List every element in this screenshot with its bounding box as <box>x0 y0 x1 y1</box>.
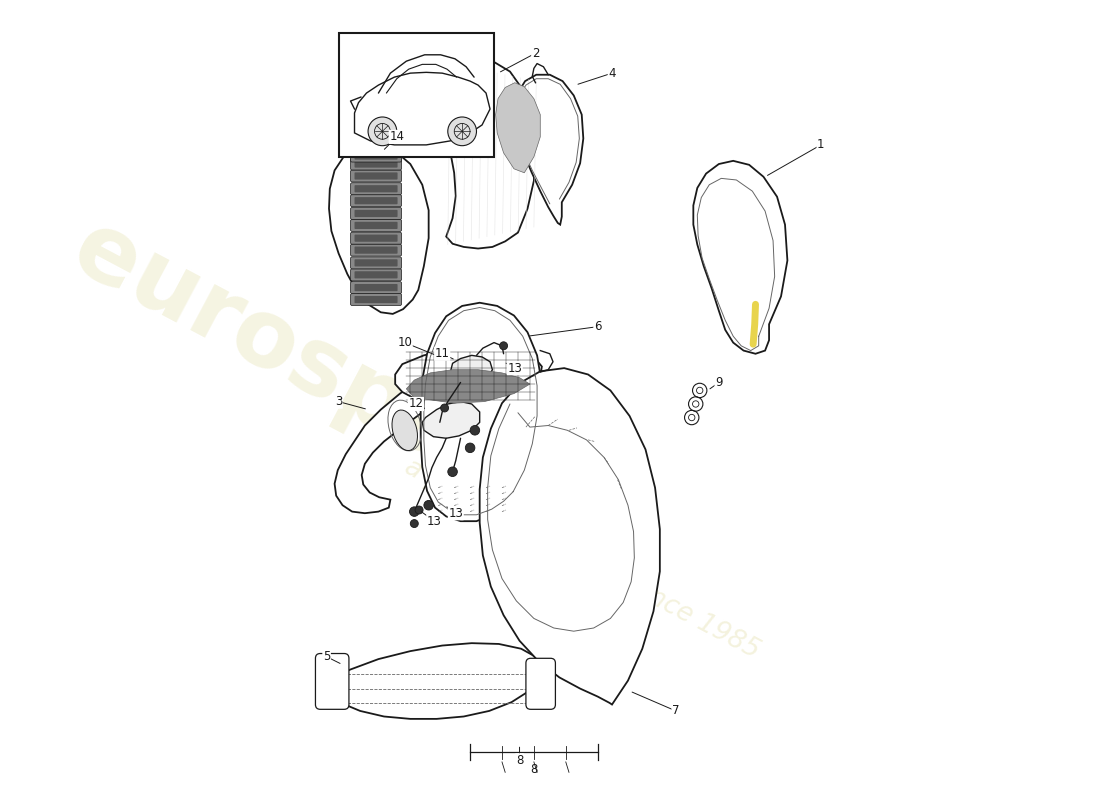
Polygon shape <box>334 374 447 514</box>
Text: 3: 3 <box>334 395 342 408</box>
Text: 8: 8 <box>530 763 538 777</box>
Circle shape <box>470 426 480 435</box>
Circle shape <box>448 117 476 146</box>
Text: 13: 13 <box>507 362 522 374</box>
Circle shape <box>415 506 424 514</box>
FancyBboxPatch shape <box>351 158 402 170</box>
Polygon shape <box>444 60 536 249</box>
Text: 12: 12 <box>408 398 424 410</box>
FancyBboxPatch shape <box>351 244 402 256</box>
FancyBboxPatch shape <box>351 219 402 231</box>
FancyBboxPatch shape <box>354 153 397 160</box>
FancyBboxPatch shape <box>354 210 397 217</box>
FancyBboxPatch shape <box>354 296 397 303</box>
Circle shape <box>368 117 397 146</box>
FancyBboxPatch shape <box>354 284 397 291</box>
FancyBboxPatch shape <box>354 197 397 204</box>
FancyBboxPatch shape <box>354 222 397 229</box>
FancyBboxPatch shape <box>354 234 397 242</box>
Polygon shape <box>329 144 429 314</box>
Bar <box>339 34 494 157</box>
Polygon shape <box>324 643 543 719</box>
Text: 9: 9 <box>715 376 723 389</box>
Polygon shape <box>422 402 480 438</box>
FancyBboxPatch shape <box>351 194 402 206</box>
Polygon shape <box>354 72 490 145</box>
Text: 11: 11 <box>434 347 450 360</box>
Text: 13: 13 <box>427 514 442 528</box>
Polygon shape <box>395 346 542 405</box>
Circle shape <box>409 507 419 516</box>
Circle shape <box>465 443 475 453</box>
FancyBboxPatch shape <box>351 182 402 194</box>
FancyBboxPatch shape <box>354 246 397 254</box>
Polygon shape <box>451 355 493 382</box>
Text: 13: 13 <box>449 506 463 520</box>
Text: 8: 8 <box>516 754 524 767</box>
FancyBboxPatch shape <box>351 269 402 281</box>
FancyBboxPatch shape <box>351 257 402 269</box>
FancyBboxPatch shape <box>351 282 402 294</box>
FancyBboxPatch shape <box>354 172 397 179</box>
FancyBboxPatch shape <box>354 185 397 192</box>
FancyBboxPatch shape <box>351 232 402 244</box>
Circle shape <box>410 519 418 527</box>
FancyBboxPatch shape <box>354 271 397 278</box>
Ellipse shape <box>392 410 418 450</box>
Text: a passion for parts since 1985: a passion for parts since 1985 <box>399 454 763 665</box>
FancyBboxPatch shape <box>351 294 402 306</box>
Text: eurospares: eurospares <box>57 203 628 565</box>
Polygon shape <box>480 368 660 705</box>
Text: 7: 7 <box>672 705 680 718</box>
Text: 4: 4 <box>608 66 616 80</box>
FancyBboxPatch shape <box>351 207 402 219</box>
Text: 14: 14 <box>389 130 405 143</box>
Text: 6: 6 <box>594 320 602 333</box>
FancyBboxPatch shape <box>316 654 349 710</box>
FancyBboxPatch shape <box>351 150 402 162</box>
Polygon shape <box>420 302 542 521</box>
Circle shape <box>499 342 507 350</box>
Circle shape <box>441 404 449 412</box>
Polygon shape <box>693 161 788 354</box>
Text: 2: 2 <box>531 46 539 60</box>
Text: 10: 10 <box>397 336 412 349</box>
FancyBboxPatch shape <box>526 658 556 710</box>
Polygon shape <box>406 370 530 403</box>
Polygon shape <box>496 82 540 173</box>
Text: 1: 1 <box>817 138 825 151</box>
Circle shape <box>424 501 433 510</box>
FancyBboxPatch shape <box>351 170 402 182</box>
Polygon shape <box>515 74 583 225</box>
FancyBboxPatch shape <box>354 161 397 168</box>
Circle shape <box>448 467 458 477</box>
Text: 5: 5 <box>323 650 330 663</box>
FancyBboxPatch shape <box>354 259 397 266</box>
